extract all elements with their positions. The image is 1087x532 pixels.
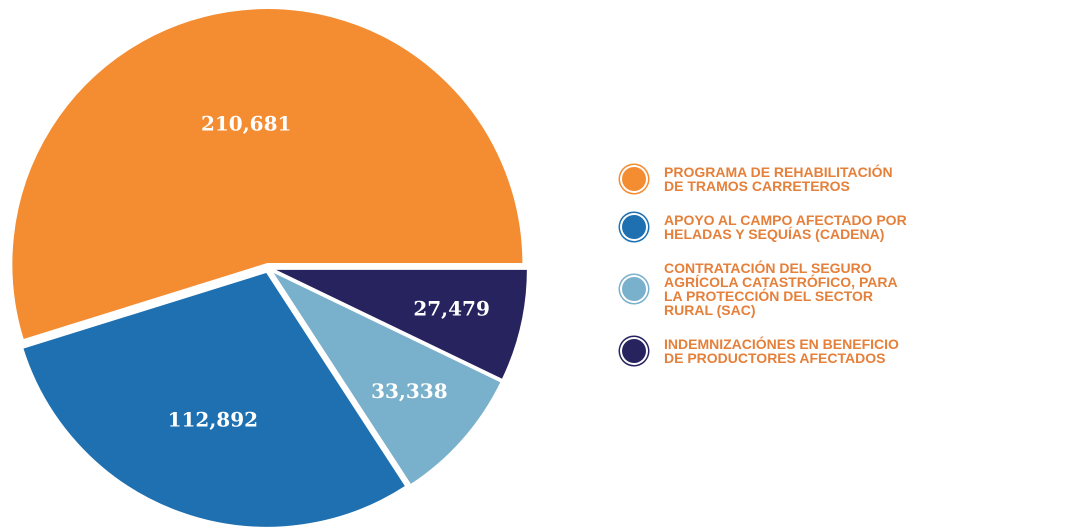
legend-swatch: [622, 277, 646, 301]
legend-swatch: [622, 167, 646, 191]
value-label: 112,892: [168, 408, 258, 432]
value-label: 210,681: [201, 111, 291, 135]
pie-slice: [271, 267, 529, 382]
legend-swatch: [622, 215, 646, 239]
legend-item: PROGRAMA DE REHABILITACIÓN DE TRAMOS CAR…: [622, 165, 1062, 193]
legend-item: APOYO AL CAMPO AFECTADO POR HELADAS Y SE…: [622, 213, 1062, 241]
value-label: 33,338: [371, 379, 448, 403]
value-label: 27,479: [413, 296, 490, 320]
legend-swatch: [622, 339, 646, 363]
legend-item: INDEMNIZACIÓNES EN BENEFICIO DE PRODUCTO…: [622, 337, 1062, 365]
legend-label: PROGRAMA DE REHABILITACIÓN DE TRAMOS CAR…: [664, 164, 893, 194]
pie-slice: [20, 270, 408, 529]
pie-slice: [268, 268, 503, 487]
legend: PROGRAMA DE REHABILITACIÓN DE TRAMOS CAR…: [622, 165, 1062, 385]
pie-slice: [10, 7, 525, 342]
legend-item: CONTRATACIÓN DEL SEGURO AGRÍCOLA CATASTR…: [622, 261, 1062, 317]
legend-label: INDEMNIZACIÓNES EN BENEFICIO DE PRODUCTO…: [664, 336, 899, 366]
legend-label: CONTRATACIÓN DEL SEGURO AGRÍCOLA CATASTR…: [664, 260, 898, 318]
legend-label: APOYO AL CAMPO AFECTADO POR HELADAS Y SE…: [664, 212, 907, 242]
